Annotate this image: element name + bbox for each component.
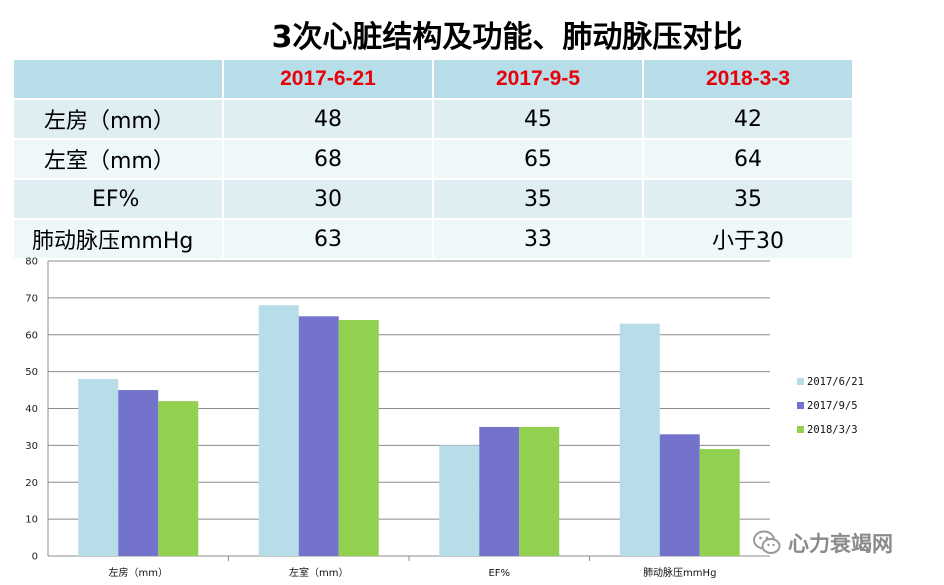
- table-header-cell: 2017-6-21: [222, 58, 434, 100]
- bar: [158, 401, 199, 556]
- x-tick-label: 肺动脉压mmHg: [643, 566, 716, 579]
- table-row: 左房（mm） 48 45 42: [12, 98, 854, 140]
- legend-swatch: [797, 426, 804, 433]
- watermark-text: 心力衰竭网: [788, 532, 893, 556]
- bar: [258, 305, 299, 556]
- table-cell: 35: [432, 178, 644, 220]
- x-tick-label: EF%: [488, 568, 510, 579]
- row-label: 左室（mm）: [12, 138, 224, 180]
- table-cell: 33: [432, 218, 644, 260]
- y-tick-label: 80: [25, 257, 38, 268]
- bar: [659, 434, 700, 556]
- table-header-cell: [12, 58, 224, 100]
- bar: [619, 323, 660, 556]
- table-cell: 64: [642, 138, 854, 180]
- row-label: 肺动脉压mmHg: [12, 218, 224, 260]
- y-tick-label: 0: [32, 552, 38, 563]
- table-cell: 小于30: [642, 218, 854, 260]
- y-tick-label: 70: [25, 293, 38, 304]
- table-cell: 35: [642, 178, 854, 220]
- table-header-cell: 2017-9-5: [432, 58, 644, 100]
- table-cell: 65: [432, 138, 644, 180]
- table-cell: 42: [642, 98, 854, 140]
- legend-label: 2018/3/3: [807, 424, 858, 436]
- bar: [439, 445, 480, 556]
- table-cell: 48: [222, 98, 434, 140]
- y-tick-label: 10: [25, 515, 38, 526]
- legend-label: 2017/6/21: [807, 376, 864, 388]
- bar: [78, 379, 119, 556]
- y-tick-label: 30: [25, 441, 38, 452]
- bar-chart: 0 10 20 30 40 50 60 70 80 左房（mm） 左室（mm） EF% 肺动脉压mmHg…: [25, 257, 864, 580]
- page-title: 3次心脏结构及功能、肺动脉压对比: [271, 20, 743, 55]
- table-row: 肺动脉压mmHg 63 33 小于30: [12, 218, 854, 260]
- row-label: EF%: [12, 178, 224, 220]
- bar: [338, 320, 379, 556]
- bar: [118, 390, 159, 556]
- table-header-cell: 2018-3-3: [642, 58, 854, 100]
- y-tick-label: 50: [25, 367, 38, 378]
- legend-swatch: [797, 378, 804, 385]
- bar: [699, 449, 740, 556]
- table-row: 左室（mm） 68 65 64: [12, 138, 854, 180]
- x-tick-label: 左房（mm）: [109, 566, 168, 579]
- bar: [479, 426, 520, 556]
- table-cell: 63: [222, 218, 434, 260]
- table-cell: 68: [222, 138, 434, 180]
- y-tick-label: 20: [25, 478, 38, 489]
- table-header-row: 2017-6-21 2017-9-5 2018-3-3: [12, 58, 854, 100]
- comparison-table: 2017-6-21 2017-9-5 2018-3-3 左房（mm） 48 45…: [12, 58, 854, 260]
- x-tick-label: 左室（mm）: [289, 566, 348, 579]
- watermark: 心力衰竭网: [752, 528, 893, 558]
- table-cell: 45: [432, 98, 644, 140]
- bar: [519, 426, 560, 556]
- legend-label: 2017/9/5: [807, 400, 858, 412]
- legend-swatch: [797, 402, 804, 409]
- y-tick-label: 40: [25, 404, 38, 415]
- y-tick-label: 60: [25, 330, 38, 341]
- wechat-icon: [753, 530, 781, 554]
- row-label: 左房（mm）: [12, 98, 224, 140]
- table-row: EF% 30 35 35: [12, 178, 854, 220]
- bar: [298, 316, 339, 556]
- table-cell: 30: [222, 178, 434, 220]
